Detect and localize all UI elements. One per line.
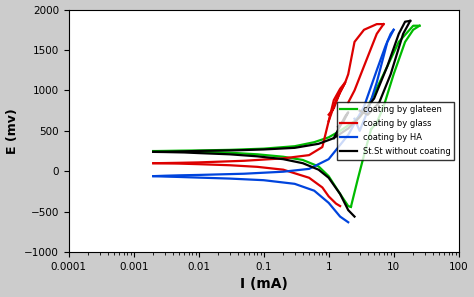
X-axis label: I (mA): I (mA) — [240, 277, 288, 291]
Legend: coating by glateen, coating by glass, coating by HA, St.St without coating: coating by glateen, coating by glass, co… — [337, 102, 455, 160]
Y-axis label: E (mv): E (mv) — [6, 108, 18, 154]
